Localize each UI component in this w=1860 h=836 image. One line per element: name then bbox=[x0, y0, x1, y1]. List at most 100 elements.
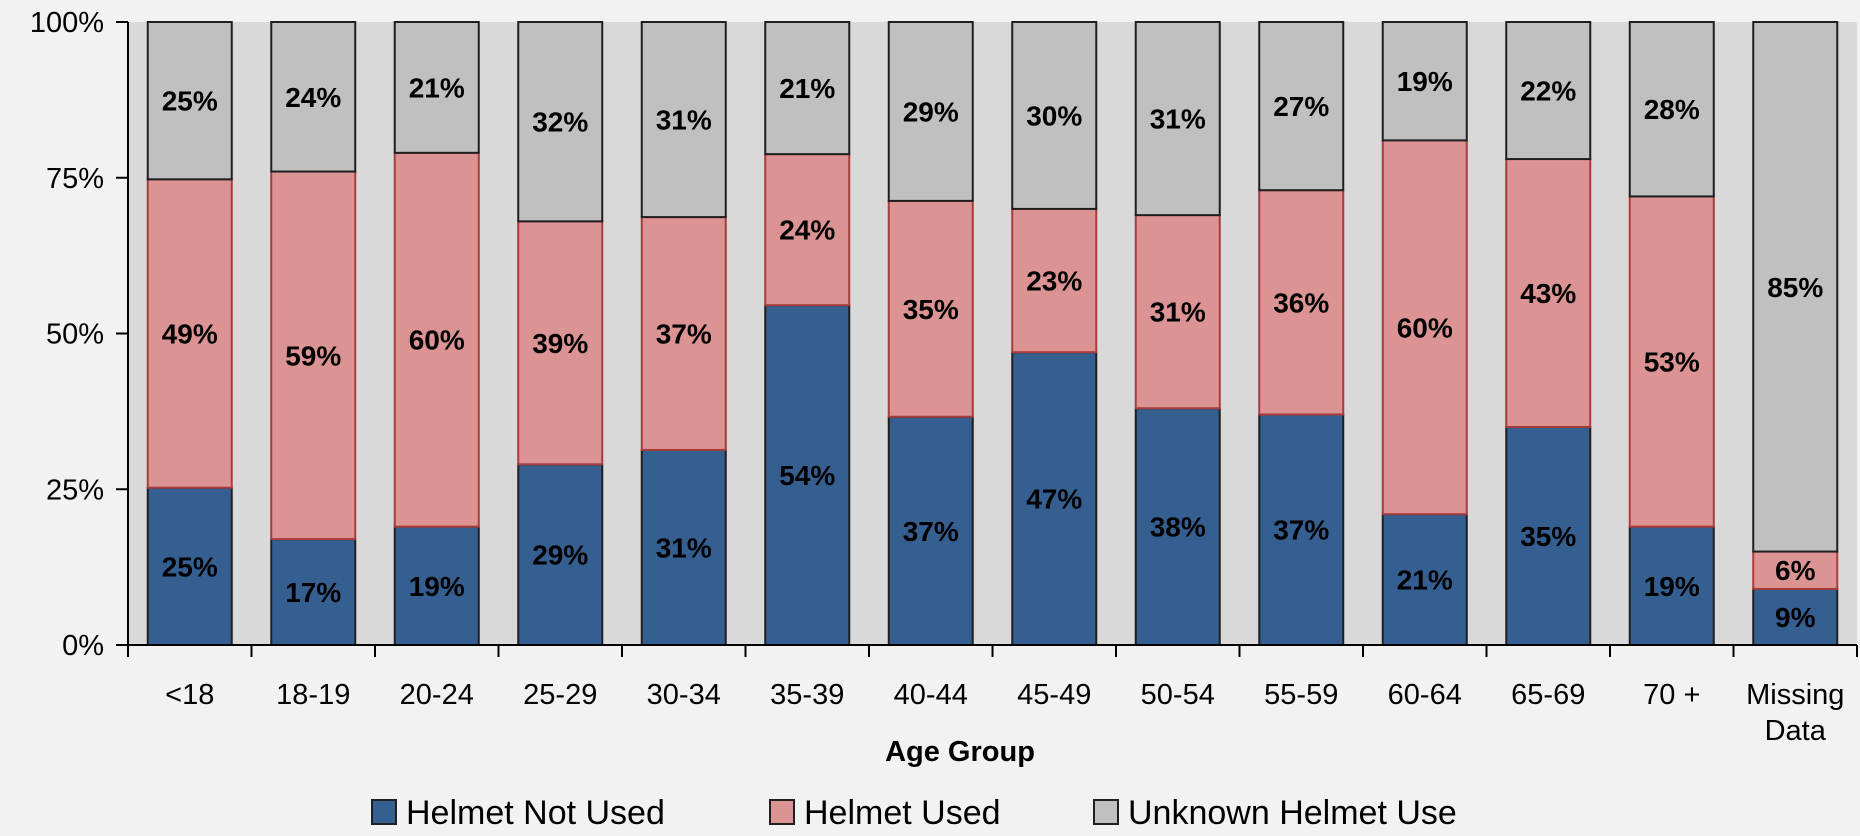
data-label-helmet-not-used-18-19: 17% bbox=[285, 577, 341, 608]
bar-helmet-not-used-30-34 bbox=[640, 448, 727, 646]
bar-helmet-used-50-54 bbox=[1134, 214, 1221, 410]
x-tick-label: 50-54 bbox=[1141, 679, 1215, 711]
x-tick-label: 20-24 bbox=[400, 679, 474, 711]
bar-helmet-not-used-60-64 bbox=[1381, 513, 1468, 646]
data-label-unknown-helmet-use-30-34: 31% bbox=[656, 105, 712, 136]
legend-label-unknown-helmet-use: Unknown Helmet Use bbox=[1128, 794, 1457, 831]
data-label-helmet-not-used-65-69: 35% bbox=[1520, 521, 1576, 552]
x-tick-label: 65-69 bbox=[1511, 679, 1585, 711]
data-label-helmet-not-used-40-44: 37% bbox=[903, 516, 959, 547]
bar-unknown-helmet-use-60-64 bbox=[1381, 21, 1468, 142]
bar-unknown-helmet-use-55-59 bbox=[1258, 21, 1345, 192]
bar-unknown-helmet-use-20-24 bbox=[393, 21, 480, 154]
data-label-helmet-not-used-missing-data: 9% bbox=[1775, 602, 1816, 633]
x-tick-label: 25-29 bbox=[523, 679, 597, 711]
data-label-helmet-used-65-69: 43% bbox=[1520, 278, 1576, 309]
y-tick-label: 75% bbox=[46, 163, 104, 195]
bar-helmet-used-18-19 bbox=[270, 170, 357, 541]
data-label-helmet-used-45-49: 23% bbox=[1026, 266, 1082, 297]
bar-unknown-helmet-use-25-29 bbox=[517, 21, 604, 223]
x-tick-label: 45-49 bbox=[1017, 679, 1091, 711]
data-label-unknown-helmet-use-45-49: 30% bbox=[1026, 100, 1082, 131]
x-tick-label: <18 bbox=[165, 679, 214, 711]
data-label-unknown-helmet-use-25-29: 32% bbox=[532, 107, 588, 138]
data-label-helmet-used-40-44: 35% bbox=[903, 294, 959, 325]
bar-helmet-used-20-24 bbox=[393, 151, 480, 528]
x-axis-title: Age Group bbox=[885, 736, 1035, 768]
bar-unknown-helmet-use-70 bbox=[1628, 21, 1715, 198]
bar-unknown-helmet-use-50-54 bbox=[1134, 21, 1221, 217]
x-tick-label: 70 + bbox=[1643, 679, 1700, 711]
bar-helmet-used-70 bbox=[1628, 195, 1715, 528]
bar-helmet-not-used-missing-data bbox=[1752, 587, 1839, 646]
data-label-helmet-used-55-59: 36% bbox=[1273, 287, 1329, 318]
bar-helmet-not-used-20-24 bbox=[393, 525, 480, 647]
data-label-unknown-helmet-use-20-24: 21% bbox=[409, 72, 465, 103]
y-tick-label: 0% bbox=[62, 630, 104, 662]
data-label-helmet-not-used-55-59: 37% bbox=[1273, 515, 1329, 546]
bar-helmet-not-used-55-59 bbox=[1258, 413, 1345, 646]
data-label-unknown-helmet-use-65-69: 22% bbox=[1520, 76, 1576, 107]
bar-helmet-not-used-45-49 bbox=[1011, 351, 1098, 646]
bar-helmet-not-used-under-18 bbox=[146, 486, 233, 646]
bar-unknown-helmet-use-30-34 bbox=[640, 21, 727, 219]
data-label-unknown-helmet-use-missing-data: 85% bbox=[1767, 272, 1823, 303]
legend-label-helmet-not-used: Helmet Not Used bbox=[406, 794, 665, 831]
x-tick-label: Missing Data bbox=[1746, 679, 1844, 747]
data-label-helmet-used-20-24: 60% bbox=[409, 325, 465, 356]
data-label-helmet-not-used-35-39: 54% bbox=[779, 460, 835, 491]
bar-helmet-not-used-40-44 bbox=[887, 415, 974, 646]
bar-helmet-used-25-29 bbox=[517, 220, 604, 466]
data-label-unknown-helmet-use-60-64: 19% bbox=[1397, 66, 1453, 97]
x-tick-label: 40-44 bbox=[894, 679, 968, 711]
bar-unknown-helmet-use-18-19 bbox=[270, 21, 357, 173]
data-label-unknown-helmet-use-70: 28% bbox=[1644, 94, 1700, 125]
labels-layer: 25% 49% 25% 17% 59% 24% 19% 60% 21% 29% 39% 32% 31% 3… bbox=[162, 66, 1824, 633]
data-label-helmet-not-used-20-24: 19% bbox=[409, 571, 465, 602]
legend-swatch-unknown-helmet-use bbox=[1093, 799, 1119, 825]
bar-helmet-used-65-69 bbox=[1505, 158, 1592, 428]
x-tick-label: 30-34 bbox=[647, 679, 721, 711]
data-label-helmet-not-used-25-29: 29% bbox=[532, 540, 588, 571]
data-label-helmet-not-used-60-64: 21% bbox=[1397, 565, 1453, 596]
bar-helmet-used-30-34 bbox=[640, 216, 727, 451]
y-tick-label: 100% bbox=[30, 7, 104, 39]
data-label-unknown-helmet-use-50-54: 31% bbox=[1150, 104, 1206, 135]
bar-helmet-used-35-39 bbox=[764, 153, 851, 307]
data-label-helmet-used-25-29: 39% bbox=[532, 328, 588, 359]
data-label-helmet-used-35-39: 24% bbox=[779, 215, 835, 246]
x-tick-label: 18-19 bbox=[276, 679, 350, 711]
data-label-helmet-used-60-64: 60% bbox=[1397, 312, 1453, 343]
data-label-helmet-not-used-30-34: 31% bbox=[656, 532, 712, 563]
legend-label-helmet-used: Helmet Used bbox=[804, 794, 1001, 831]
bar-unknown-helmet-use-40-44 bbox=[887, 21, 974, 202]
data-label-helmet-not-used-70: 19% bbox=[1644, 571, 1700, 602]
data-label-unknown-helmet-use-55-59: 27% bbox=[1273, 91, 1329, 122]
data-label-unknown-helmet-use-40-44: 29% bbox=[903, 96, 959, 127]
bar-unknown-helmet-use-missing-data bbox=[1752, 21, 1839, 553]
data-label-helmet-not-used-50-54: 38% bbox=[1150, 512, 1206, 543]
x-tick-label: 60-64 bbox=[1388, 679, 1462, 711]
legend-swatch-helmet-not-used bbox=[371, 799, 397, 825]
axes-layer: 0% 25% 50% 75% 100% <18 18-19 20-24 25-29 30-34 35… bbox=[30, 7, 1858, 747]
x-tick-label: 35-39 bbox=[770, 679, 844, 711]
bar-helmet-used-55-59 bbox=[1258, 189, 1345, 416]
bar-helmet-used-60-64 bbox=[1381, 139, 1468, 516]
y-tick-label: 50% bbox=[46, 319, 104, 351]
legend-swatch-helmet-used bbox=[769, 799, 795, 825]
bars-layer bbox=[146, 21, 1839, 647]
bar-unknown-helmet-use-under-18 bbox=[146, 21, 233, 181]
data-label-helmet-used-missing-data: 6% bbox=[1775, 555, 1816, 586]
bar-unknown-helmet-use-45-49 bbox=[1011, 21, 1098, 210]
bar-unknown-helmet-use-35-39 bbox=[764, 21, 851, 156]
bar-helmet-used-40-44 bbox=[887, 199, 974, 418]
legend: Helmet Not Used Helmet Used Unknown Helmet… bbox=[371, 794, 1457, 832]
data-label-helmet-used-18-19: 59% bbox=[285, 340, 341, 371]
data-label-unknown-helmet-use-18-19: 24% bbox=[285, 82, 341, 113]
data-label-helmet-used-30-34: 37% bbox=[656, 319, 712, 350]
x-tick-label: 55-59 bbox=[1264, 679, 1338, 711]
data-label-helmet-used-70: 53% bbox=[1644, 347, 1700, 378]
bar-unknown-helmet-use-65-69 bbox=[1505, 21, 1592, 161]
